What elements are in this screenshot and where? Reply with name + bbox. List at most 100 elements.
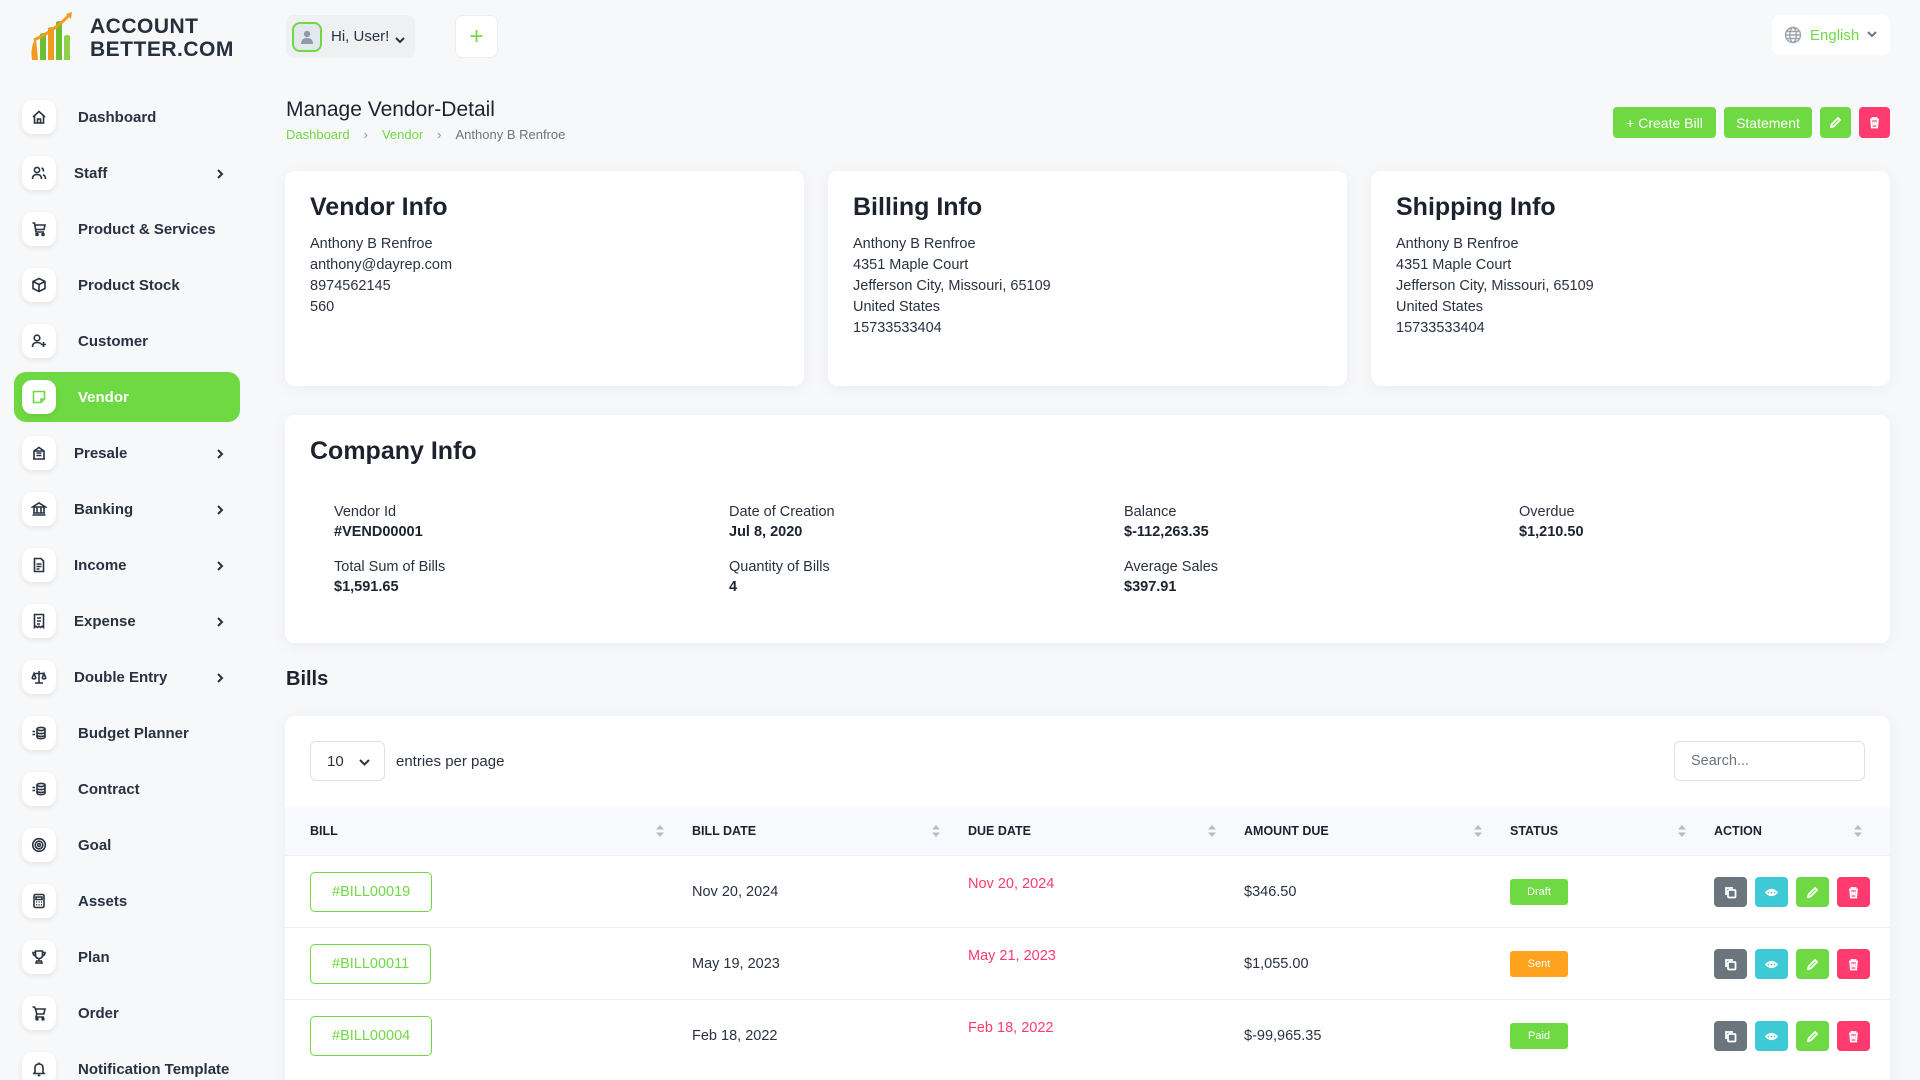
sort-icon[interactable] [931,824,941,838]
edit-bill-button[interactable] [1796,1021,1829,1051]
sidebar-item-label: Presale [74,444,128,462]
statement-button[interactable]: Statement [1724,107,1812,138]
page-size-select[interactable]: 10 [310,741,385,781]
file-invoice-icon [22,548,56,582]
company-item-label: Total Sum of Bills [334,559,446,575]
pencil-icon [1806,1030,1819,1042]
sidebar-nav: Dashboard Staff Product & Services Product … [14,92,240,1080]
sidebar-item-double-entry[interactable]: Double Entry [14,652,240,702]
sidebar-item-vendor[interactable]: Vendor [14,372,240,422]
status-badge: Draft [1510,879,1568,905]
edit-bill-button[interactable] [1796,949,1829,979]
sidebar-item-label: Assets [78,892,128,910]
sort-icon[interactable] [1853,824,1863,838]
sort-icon[interactable] [1677,824,1687,838]
quick-add-button[interactable]: + [455,15,498,58]
vendor-phone: 8974562145 [310,278,391,294]
logo-line-2: BETTER.COM [90,38,234,61]
cell-actions [1714,856,1878,928]
page-title: Manage Vendor-Detail [286,98,495,121]
billing-name: Anthony B Renfroe [853,236,976,252]
duplicate-bill-button[interactable] [1714,877,1747,907]
sidebar-item-budget-planner[interactable]: Budget Planner [14,708,240,758]
breadcrumb-separator-icon: › [437,127,442,142]
status-badge: Sent [1510,951,1568,977]
sidebar-item-label: Notification Template [78,1060,230,1078]
sidebar-item-label: Product Stock [78,276,180,294]
cell-bill: #BILL00004 [310,1000,433,1072]
sort-icon[interactable] [1473,824,1483,838]
column-header-label: STATUS [1510,824,1559,838]
sidebar-item-assets[interactable]: Assets [14,876,240,926]
receipt-icon [22,604,56,638]
user-menu[interactable]: Hi, User! [286,15,415,58]
sidebar-item-label: Expense [74,612,136,630]
sidebar-item-label: Customer [78,332,149,350]
sort-icon[interactable] [1207,824,1217,838]
column-header-status[interactable]: STATUS [1510,807,1558,855]
bill-number-button[interactable]: #BILL00011 [310,944,432,984]
sidebar-item-product-services[interactable]: Product & Services [14,204,240,254]
delete-bill-button[interactable] [1837,877,1870,907]
sidebar-item-presale[interactable]: Presale [14,428,240,478]
delete-bill-button[interactable] [1837,1021,1870,1051]
edit-bill-button[interactable] [1796,877,1829,907]
sidebar-item-plan[interactable]: Plan [14,932,240,982]
shipping-phone: 15733533404 [1396,320,1485,336]
bill-number-button[interactable]: #BILL00004 [310,1016,433,1056]
sidebar-item-notification-template[interactable]: Notification Template [14,1044,240,1080]
note-icon [22,380,56,414]
column-header-due-date[interactable]: DUE DATE [968,807,1031,855]
shipping-city: Jefferson City, Missouri, 65109 [1396,278,1594,294]
view-bill-button[interactable] [1755,1021,1788,1051]
sidebar-item-contract[interactable]: Contract [14,764,240,814]
company-item-value: $397.91 [1124,579,1177,595]
chevron-right-icon [214,671,226,683]
column-header-label: AMOUNT DUE [1244,824,1329,838]
company-item-average-sales: Average Sales $397.91 [1124,558,1424,597]
billing-country: United States [853,299,941,315]
delete-bill-button[interactable] [1837,949,1870,979]
sidebar-item-label: Product & Services [78,220,216,238]
duplicate-bill-button[interactable] [1714,949,1747,979]
sidebar-item-income[interactable]: Income [14,540,240,590]
bill-number-button[interactable]: #BILL00019 [310,872,433,912]
eye-icon [1765,960,1778,968]
language-selector[interactable]: English [1772,15,1890,55]
table-search-input[interactable] [1674,741,1865,781]
breadcrumb-dashboard[interactable]: Dashboard [286,127,350,142]
view-bill-button[interactable] [1755,877,1788,907]
column-header-action[interactable]: ACTION [1714,807,1762,855]
breadcrumb-separator-icon: › [363,127,368,142]
avatar [292,21,322,52]
sidebar-item-product-stock[interactable]: Product Stock [14,260,240,310]
sidebar-item-banking[interactable]: Banking [14,484,240,534]
entries-per-page: 10 entries per page [310,741,504,781]
bank-icon [22,492,56,526]
company-item-value: 4 [729,579,738,595]
column-header-amount-due[interactable]: AMOUNT DUE [1244,807,1329,855]
chevron-down-icon [1867,26,1877,44]
sidebar-item-goal[interactable]: Goal [14,820,240,870]
brand-logo[interactable]: ACCOUNT BETTER.COM [26,10,236,66]
sidebar-item-customer[interactable]: Customer [14,316,240,366]
sort-icon[interactable] [655,824,665,838]
view-bill-button[interactable] [1755,949,1788,979]
cell-status: Paid [1510,1000,1568,1072]
sidebar-item-label: Goal [78,836,112,854]
column-header-bill-date[interactable]: BILL DATE [692,807,756,855]
edit-vendor-button[interactable] [1820,107,1851,138]
delete-vendor-button[interactable] [1859,107,1890,138]
sidebar-item-staff[interactable]: Staff [14,148,240,198]
cell-due-date: Nov 20, 2024 [968,876,1055,892]
cell-actions [1714,928,1878,1000]
breadcrumb-vendor[interactable]: Vendor [381,127,424,142]
sidebar-item-dashboard[interactable]: Dashboard [14,92,240,142]
duplicate-bill-button[interactable] [1714,1021,1747,1051]
user-icon [301,30,313,44]
sidebar-item-expense[interactable]: Expense [14,596,240,646]
chevron-right-icon [214,615,226,627]
column-header-bill[interactable]: BILL [310,807,338,855]
create-bill-button[interactable]: + Create Bill [1613,107,1716,138]
sidebar-item-order[interactable]: Order [14,988,240,1038]
